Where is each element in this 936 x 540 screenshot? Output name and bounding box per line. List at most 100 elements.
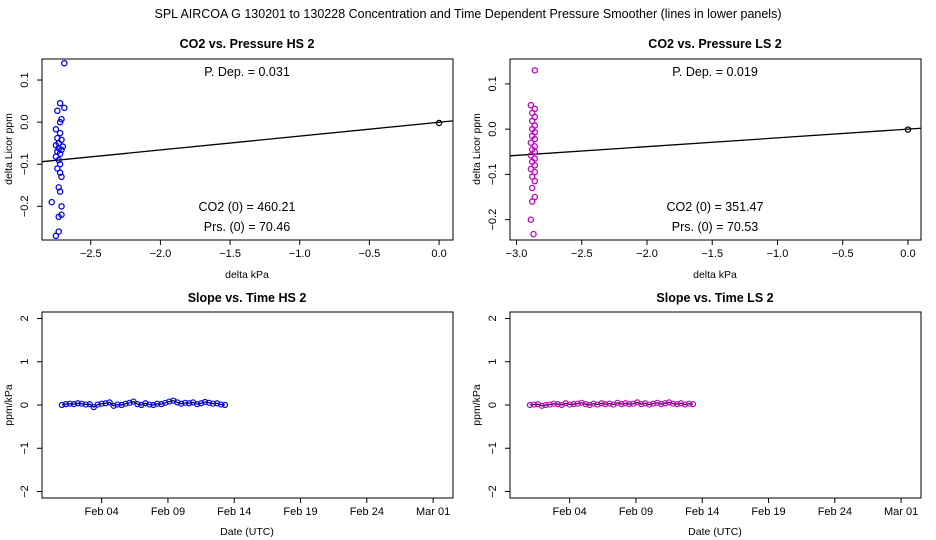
co2-zero-annotation: CO2 (0) = 351.47 — [667, 200, 764, 214]
data-point — [209, 400, 217, 407]
data-point — [56, 99, 64, 107]
data-point — [154, 400, 161, 407]
data-point — [904, 126, 912, 133]
x-tick-label: Feb 09 — [619, 506, 653, 518]
data-point — [213, 400, 221, 407]
x-tick-label: Feb 04 — [85, 506, 119, 518]
data-point — [658, 401, 665, 408]
data-point — [562, 400, 569, 407]
data-point — [197, 400, 205, 407]
data-point — [528, 198, 536, 205]
x-tick-label: Feb 19 — [283, 506, 317, 518]
x-tick-label: −2.5 — [571, 248, 593, 260]
data-point — [217, 401, 225, 408]
p-dep-annotation: P. Dep. = 0.031 — [204, 65, 290, 79]
y-tick-label: −2 — [487, 485, 499, 498]
data-point — [150, 401, 157, 409]
data-point — [578, 399, 585, 406]
data-point — [662, 400, 669, 407]
x-tick-label: Feb 04 — [553, 506, 587, 518]
data-point — [570, 401, 577, 408]
x-tick-label: Mar 01 — [884, 506, 918, 518]
data-point — [48, 198, 56, 206]
data-point — [122, 400, 129, 407]
data-point — [70, 401, 77, 408]
y-tick-label: 0.1 — [19, 72, 31, 87]
y-tick-label: −0.1 — [487, 164, 499, 186]
data-point — [546, 401, 553, 408]
y-tick-label: 1 — [487, 359, 499, 365]
data-point — [527, 152, 535, 159]
data-point — [142, 400, 149, 407]
data-point — [58, 211, 65, 218]
data-point — [677, 400, 685, 407]
data-point — [574, 400, 581, 407]
data-point — [94, 401, 101, 408]
data-point — [531, 67, 539, 74]
data-point — [527, 139, 535, 146]
y-tick-label: 0 — [19, 402, 31, 408]
data-point — [530, 401, 537, 408]
data-point — [689, 401, 697, 408]
data-point — [614, 399, 621, 406]
y-tick-label: 2 — [487, 315, 499, 321]
data-point — [186, 400, 193, 407]
data-point — [58, 401, 65, 409]
y-tick-label: 0.0 — [19, 114, 31, 129]
data-point — [622, 400, 629, 407]
data-point — [78, 400, 85, 407]
y-tick-label: 0.1 — [487, 76, 499, 91]
x-tick-label: −1.5 — [219, 248, 241, 260]
y-tick-label: 1 — [19, 359, 31, 365]
x-tick-label: −0.5 — [359, 248, 381, 260]
data-point — [205, 399, 213, 406]
data-point — [527, 216, 535, 223]
data-point — [110, 402, 117, 409]
data-point — [594, 401, 601, 408]
x-tick-label: Feb 09 — [151, 506, 185, 518]
plot-frame — [509, 58, 922, 241]
data-point — [194, 401, 201, 408]
data-point — [566, 401, 573, 408]
data-point — [606, 400, 613, 407]
data-point — [528, 184, 536, 192]
data-point — [61, 104, 68, 112]
data-point — [58, 173, 65, 181]
y-axis-label: delta Licor ppm — [471, 113, 483, 185]
y-tick-label: −0.1 — [19, 153, 31, 175]
data-point — [618, 401, 625, 408]
p-dep-annotation: P. Dep. = 0.019 — [672, 65, 758, 79]
x-axis-label: Date (UTC) — [220, 526, 274, 538]
data-point — [538, 402, 545, 409]
x-tick-label: Feb 24 — [350, 506, 384, 518]
data-point — [531, 177, 539, 185]
data-point — [114, 401, 121, 408]
data-point — [56, 188, 64, 195]
x-tick-label: −1.0 — [767, 248, 789, 260]
data-point — [158, 401, 165, 408]
data-point — [221, 401, 229, 409]
data-point — [685, 400, 693, 407]
data-point — [665, 399, 673, 406]
data-point — [435, 119, 443, 127]
data-point — [162, 399, 169, 406]
panel-ls-time: Slope vs. Time LS 2 Date (UTC) ppm/kPa F… — [471, 291, 922, 538]
prs-zero-annotation: Prs. (0) = 70.46 — [204, 220, 291, 234]
y-tick-label: −1 — [487, 442, 499, 455]
x-tick-label: −1.5 — [701, 248, 723, 260]
data-point — [52, 126, 60, 133]
data-point — [550, 400, 557, 407]
data-point — [554, 401, 561, 408]
data-point — [56, 118, 64, 126]
chart-title: Slope vs. Time LS 2 — [656, 291, 773, 305]
data-point — [82, 401, 89, 408]
data-point — [681, 401, 689, 408]
data-point — [66, 400, 73, 407]
data-point — [542, 401, 549, 409]
y-tick-label: −2 — [19, 485, 31, 498]
x-axis-label: delta kPa — [693, 269, 737, 281]
panel-hs-time: Slope vs. Time HS 2 Date (UTC) ppm/kPa F… — [3, 291, 454, 538]
data-point — [61, 59, 68, 67]
data-point — [526, 401, 533, 409]
